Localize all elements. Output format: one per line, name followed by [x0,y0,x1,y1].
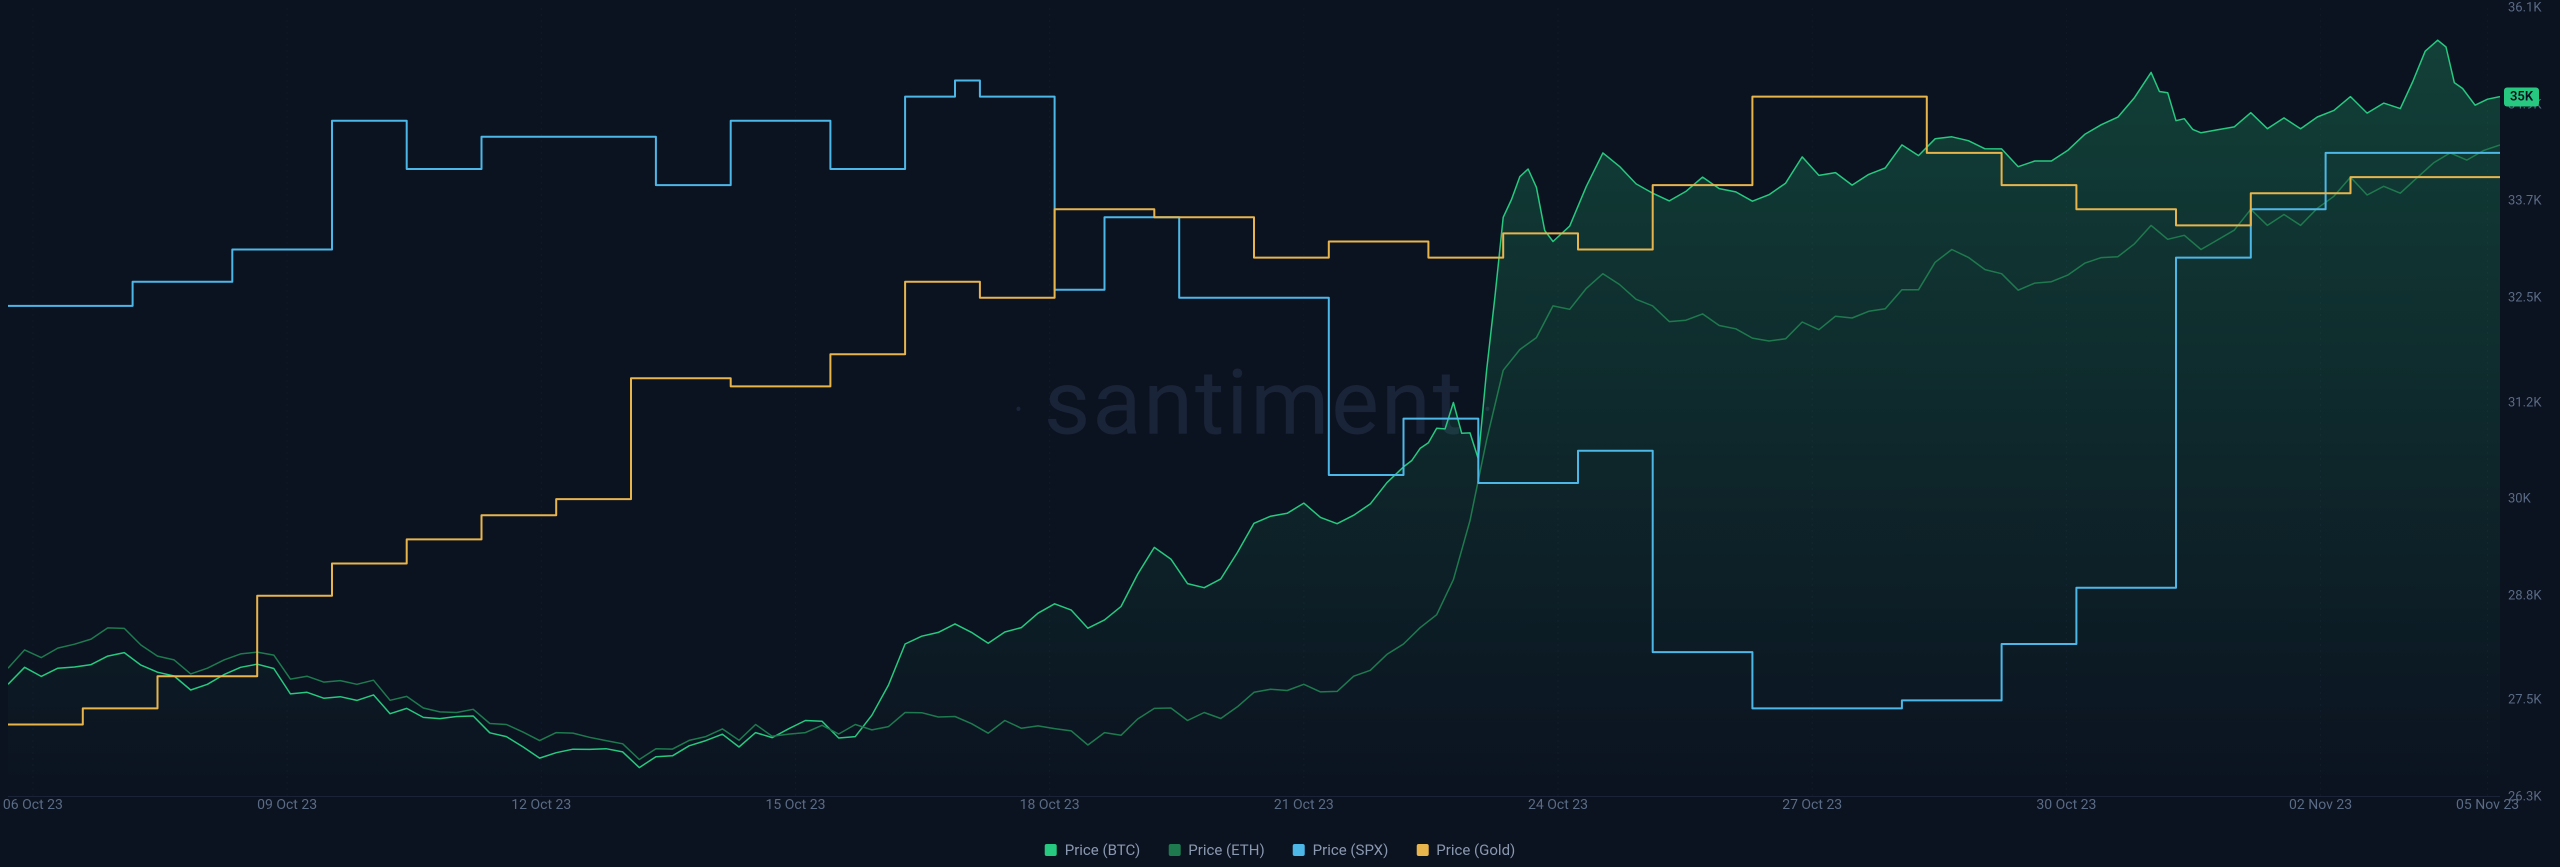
x-tick: 24 Oct 23 [1528,797,1588,813]
legend-label: Price (Gold) [1436,841,1515,859]
x-tick: 15 Oct 23 [765,797,825,813]
y-axis-current-badge: 35K [2504,87,2539,106]
legend-label: Price (SPX) [1313,841,1389,859]
legend-item[interactable]: Price (Gold) [1416,841,1515,859]
legend-label: Price (ETH) [1188,841,1264,859]
y-tick: 31.2K [2508,395,2542,410]
x-tick: 30 Oct 23 [2036,797,2096,813]
y-axis: 36.1K34.9K33.7K32.5K31.2K30K28.8K27.5K26… [2500,8,2560,797]
legend-swatch [1416,844,1428,856]
y-tick: 27.5K [2508,693,2542,708]
y-tick: 33.7K [2508,194,2542,209]
legend-item[interactable]: Price (ETH) [1168,841,1264,859]
x-tick: 27 Oct 23 [1782,797,1842,813]
legend: Price (BTC) Price (ETH) Price (SPX) Price (… [1045,841,1516,859]
y-tick: 30K [2508,492,2531,507]
plot-area[interactable]: santiment [8,8,2500,797]
y-tick: 28.8K [2508,588,2542,603]
legend-swatch [1293,844,1305,856]
legend-swatch [1045,844,1057,856]
x-axis: 06 Oct 2309 Oct 2312 Oct 2315 Oct 2318 O… [8,797,2500,827]
legend-label: Price (BTC) [1065,841,1141,859]
y-tick: 36.1K [2508,1,2542,16]
x-tick: 09 Oct 23 [257,797,317,813]
legend-item[interactable]: Price (SPX) [1293,841,1389,859]
chart-container: santiment 36.1K34.9K33.7K32.5K31.2K30K28… [0,0,2560,867]
x-tick: 05 Nov 23 [2456,797,2519,813]
legend-item[interactable]: Price (BTC) [1045,841,1141,859]
x-tick: 12 Oct 23 [511,797,571,813]
legend-swatch [1168,844,1180,856]
x-tick: 18 Oct 23 [1020,797,1080,813]
x-tick: 06 Oct 23 [3,797,63,813]
x-tick: 21 Oct 23 [1274,797,1334,813]
chart-svg [8,8,2500,797]
y-tick: 32.5K [2508,290,2542,305]
series-fill-0 [8,40,2500,797]
x-tick: 02 Nov 23 [2289,797,2352,813]
